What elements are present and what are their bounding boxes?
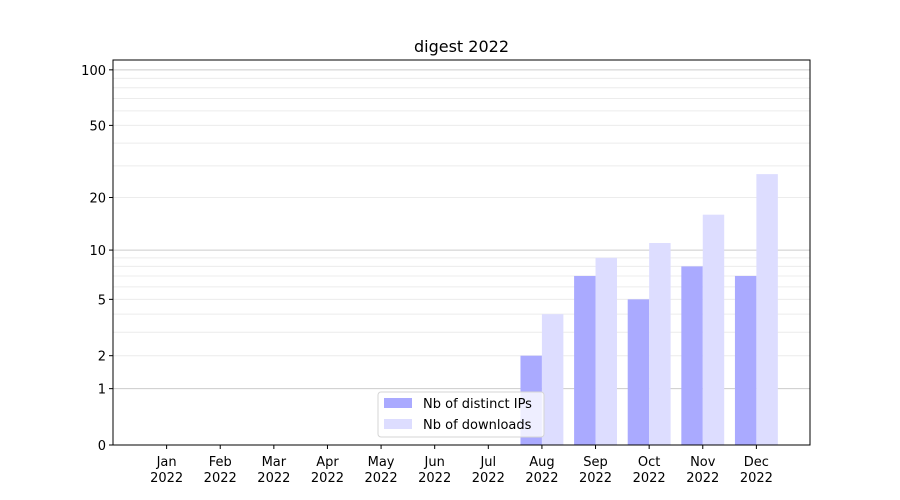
legend: Nb of distinct IPs Nb of downloads — [377, 391, 545, 438]
bar-distinct-ips — [681, 266, 703, 445]
x-tick-label: Apr 2022 — [311, 455, 344, 486]
bar-distinct-ips — [734, 275, 757, 445]
bar-distinct-ips — [574, 275, 596, 445]
legend-label: Nb of distinct IPs — [423, 397, 532, 412]
legend-swatch — [384, 419, 412, 429]
bar-downloads — [595, 257, 617, 445]
grid — [113, 69, 810, 390]
axes-frame — [112, 59, 811, 446]
bar-downloads — [756, 174, 778, 445]
bar-downloads — [541, 314, 564, 445]
x-tick-label: Oct 2022 — [633, 455, 666, 486]
y-axis: 0 1 2 5 10 20 50 100 — [81, 64, 113, 454]
bar-downloads — [649, 243, 671, 445]
legend-swatch — [384, 398, 412, 408]
y-tick-label: 100 — [81, 64, 106, 79]
y-tick-label: 2 — [98, 350, 106, 365]
x-tick-label: Nov 2022 — [686, 455, 719, 486]
bar-distinct-ips — [627, 299, 650, 445]
y-tick-label: 1 — [98, 383, 106, 398]
y-tick-label: 50 — [89, 119, 106, 134]
x-tick-label: Mar 2022 — [257, 455, 290, 486]
x-tick-label: Sep 2022 — [579, 455, 612, 486]
x-tick-label: Aug 2022 — [525, 455, 558, 486]
y-tick-label: 5 — [98, 293, 106, 308]
x-tick-label: Jul 2022 — [472, 455, 505, 486]
y-tick-label: 0 — [98, 439, 106, 454]
x-tick-label: Jan 2022 — [150, 455, 183, 486]
legend-box — [377, 391, 545, 438]
x-tick-label: May 2022 — [365, 455, 398, 486]
y-tick-label: 20 — [89, 192, 106, 207]
y-tick-label: 10 — [89, 244, 106, 259]
x-tick-label: Jun 2022 — [418, 455, 451, 486]
x-axis: Jan 2022 Feb 2022 Mar 2022 Apr 2022 May 2022 Jun 20… — [150, 445, 773, 486]
x-tick-label: Feb 2022 — [204, 455, 237, 486]
bar-downloads — [702, 214, 725, 445]
legend-label: Nb of downloads — [423, 418, 532, 433]
chart-title: digest 2022 — [414, 37, 509, 56]
x-tick-label: Dec 2022 — [740, 455, 773, 486]
bars — [520, 174, 778, 445]
